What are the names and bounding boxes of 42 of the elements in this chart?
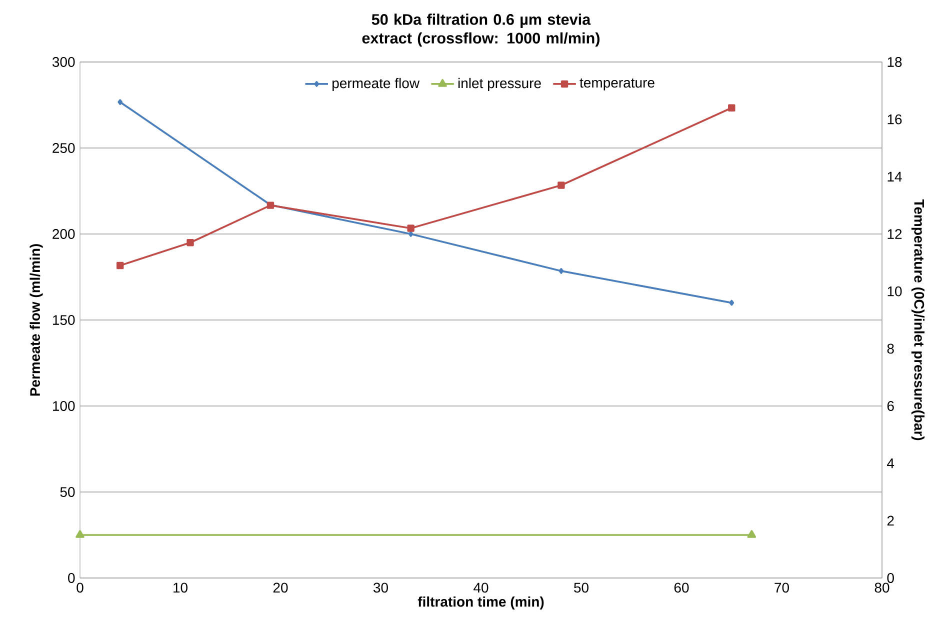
y-tick-label: 300	[52, 57, 75, 67]
legend-label: inlet pressure	[458, 78, 541, 91]
x-tick-label: 40	[474, 582, 488, 593]
point	[116, 262, 124, 270]
x-tick-label: 20	[273, 582, 288, 593]
y2-tick-label: 10	[888, 286, 902, 296]
y2-tick-label: 16	[888, 114, 902, 124]
y2-tick-label: 14	[888, 172, 902, 182]
point	[558, 268, 564, 274]
y2-tick-label: 18	[888, 57, 902, 67]
y2-tick-label: 0	[887, 573, 894, 583]
x-axis-title: filtration time (min)	[418, 596, 544, 610]
point	[728, 104, 736, 112]
y2-tick-label: 8	[887, 344, 894, 354]
point	[186, 238, 194, 246]
y-tick-label: 50	[60, 487, 75, 497]
point	[408, 231, 414, 237]
y-tick-label: 200	[52, 229, 75, 239]
point	[558, 182, 565, 189]
y-tick-label: 100	[53, 401, 75, 411]
x-tick-label: 0	[76, 582, 84, 593]
y2-tick-label: 12	[888, 229, 902, 239]
y-tick-label: 150	[53, 315, 75, 325]
x-tick-label: 10	[174, 582, 188, 593]
point	[729, 300, 734, 306]
x-tick-label: 30	[373, 582, 388, 593]
point	[118, 99, 123, 106]
y2-tick-label: 2	[887, 516, 894, 526]
legend-label: temperature	[580, 78, 654, 90]
x-tick-label: 80	[874, 582, 890, 593]
y-axis-title: Permeate flow (ml/min)	[30, 244, 43, 396]
y2-tick-label: 4	[887, 458, 894, 468]
point	[407, 224, 414, 232]
x-tick-label: 60	[674, 582, 689, 593]
y2-axis-title: Temperature (0C)/inlet pressure(bar)	[911, 199, 924, 440]
x-tick-label: 70	[774, 582, 789, 593]
chart-title: 50 kDa filtration 0.6 µm stevia extract (crossflow: 1000 ml/min)	[362, 14, 600, 47]
legend-label: permeate flow	[332, 78, 420, 91]
y-tick-label: 250	[52, 143, 75, 153]
y2-tick-label: 6	[887, 401, 894, 411]
y-tick-label: 0	[68, 573, 75, 583]
x-tick-label: 50	[574, 582, 588, 593]
